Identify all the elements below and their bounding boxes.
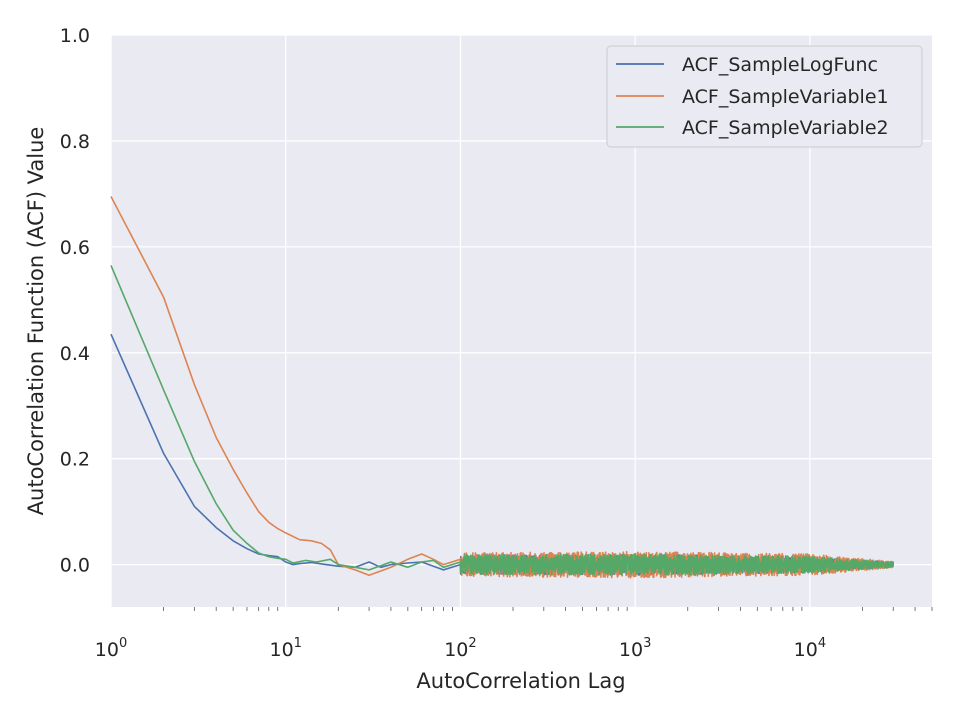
x-tick-base: 10 (444, 639, 468, 661)
x-tick-label: 102 (444, 636, 476, 661)
x-tick-label: 101 (269, 636, 301, 661)
x-tick-base: 10 (794, 639, 818, 661)
x-tick-base: 10 (269, 639, 293, 661)
grid-lines (110, 34, 932, 607)
series-line-3 (110, 265, 894, 576)
y-tick-label: 0.6 (60, 237, 90, 259)
x-tick-exponent: 4 (818, 636, 826, 651)
x-tick-base: 10 (95, 639, 119, 661)
x-tick-label: 100 (95, 636, 127, 661)
x-tick-label: 103 (619, 636, 651, 661)
x-tick-exponent: 2 (468, 636, 476, 651)
y-tick-label: 0.4 (60, 343, 90, 365)
x-tick-exponent: 1 (294, 636, 302, 651)
legend-label-1: ACF_SampleLogFunc (682, 54, 878, 76)
legend: ACF_SampleLogFunc ACF_SampleVariable1 AC… (606, 45, 923, 148)
y-tick-label: 0.0 (60, 555, 90, 577)
x-tick-exponent: 3 (643, 636, 651, 651)
y-tick-labels: 0.0 0.2 0.4 0.6 0.8 1.0 (60, 25, 90, 577)
x-axis-label: AutoCorrelation Lag (416, 669, 625, 693)
x-tick-labels: 100 101 102 103 104 (95, 636, 826, 661)
legend-label-3: ACF_SampleVariable2 (682, 117, 889, 139)
legend-label-2: ACF_SampleVariable1 (682, 86, 889, 108)
x-tick-exponent: 0 (119, 636, 127, 651)
y-tick-label: 0.8 (60, 131, 90, 153)
minor-ticks (163, 607, 933, 611)
series-lines (110, 196, 895, 579)
y-axis-label: AutoCorrelation Function (ACF) Value (24, 127, 48, 516)
x-tick-label: 104 (794, 636, 826, 661)
x-tick-base: 10 (619, 639, 643, 661)
y-tick-label: 1.0 (60, 25, 90, 47)
y-tick-label: 0.2 (60, 449, 90, 471)
legend-box (606, 45, 923, 148)
